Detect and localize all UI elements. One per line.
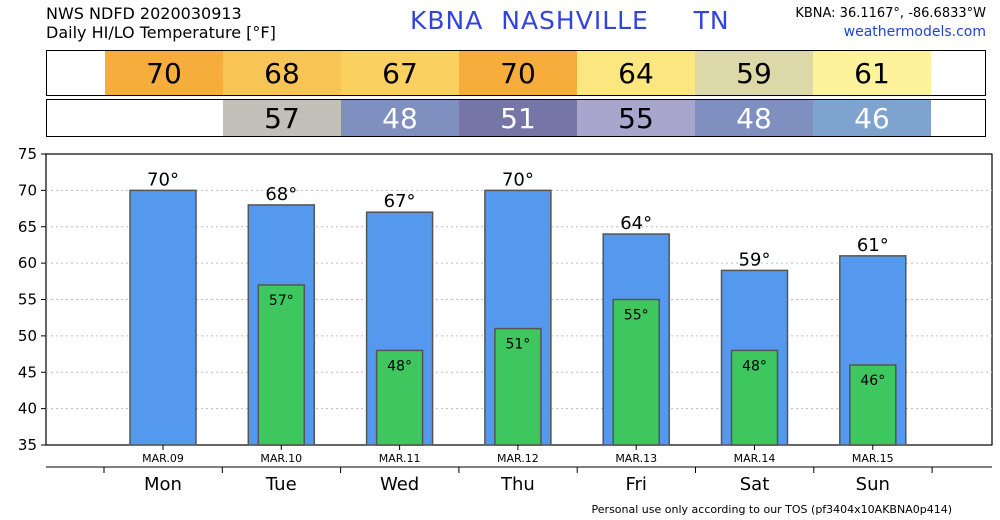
product-label: Daily HI/LO Temperature [°F] (46, 23, 276, 42)
date-label: MAR.11 (379, 452, 421, 465)
model-run-label: NWS NDFD 2020030913 (46, 4, 242, 23)
high-temp-strip: 70 68 67 70 64 59 61 (46, 50, 986, 96)
lo-temp-cell: 55 (577, 100, 695, 136)
y-tick-label: 40 (18, 400, 37, 418)
day-label: Tue (265, 474, 297, 495)
site-link[interactable]: weathermodels.com (843, 24, 986, 40)
lo-temp-cell: 48 (695, 100, 813, 136)
lo-temp-cell (105, 100, 223, 136)
date-label: MAR.12 (497, 452, 539, 465)
y-tick-label: 70 (18, 181, 37, 199)
day-label: Sun (856, 474, 890, 495)
temperature-chart: 35 40 45 50 55 60 65 70 75 70° MAR.09 Mon 68° 57° MAR.… (18, 145, 993, 495)
y-tick-label: 60 (18, 254, 37, 272)
high-bar (129, 189, 197, 446)
high-bar-label: 68° (265, 184, 297, 205)
high-bar-label: 67° (384, 191, 416, 212)
lo-temp-cell: 51 (459, 100, 577, 136)
low-bar (730, 349, 779, 446)
high-bar-label: 64° (620, 213, 652, 234)
low-bar (375, 349, 424, 446)
day-label: Sat (740, 474, 770, 495)
hi-temp-cell: 59 (695, 51, 813, 95)
date-label: MAR.14 (734, 452, 776, 465)
header-left: NWS NDFD 2020030913 Daily HI/LO Temperat… (46, 4, 276, 42)
day-label: Fri (625, 474, 646, 495)
day-label: Wed (380, 474, 419, 495)
y-tick-label: 35 (18, 436, 37, 454)
header-right: KBNA: 36.1167°, -86.6833°W weathermodels… (795, 4, 986, 42)
lo-temp-cell: 57 (223, 100, 341, 136)
date-label: MAR.10 (260, 452, 302, 465)
hi-temp-cell: 68 (223, 51, 341, 95)
low-bar-label: 55° (624, 308, 649, 324)
y-tick-label: 45 (18, 363, 37, 381)
high-bar-label: 61° (857, 235, 889, 256)
y-tick-label: 65 (18, 218, 37, 236)
date-label: MAR.15 (852, 452, 894, 465)
high-bar-label: 59° (739, 249, 771, 270)
high-bar-label: 70° (147, 169, 179, 190)
low-temp-strip: 57 48 51 55 48 46 (46, 99, 986, 137)
hi-temp-cell: 61 (813, 51, 931, 95)
day-label: Mon (144, 474, 182, 495)
y-tick-label: 75 (18, 145, 37, 163)
low-bar (849, 364, 897, 446)
footer-note: Personal use only according to our TOS (… (591, 503, 952, 516)
hi-temp-cell: 70 (459, 51, 577, 95)
station-title: KBNA NASHVILLE TN (410, 6, 730, 35)
high-bar-label: 70° (502, 169, 534, 190)
hi-temp-cell: 67 (341, 51, 459, 95)
lo-temp-cell: 48 (341, 100, 459, 136)
station-coords: KBNA: 36.1167°, -86.6833°W (795, 6, 986, 21)
day-label: Thu (500, 474, 535, 495)
low-bar-label: 51° (505, 337, 530, 353)
date-label: MAR.09 (142, 452, 184, 465)
low-bar (612, 298, 660, 446)
low-bar (257, 284, 306, 446)
y-tick-label: 55 (18, 291, 37, 309)
low-bar-label: 48° (742, 358, 767, 374)
lo-temp-cell: 46 (813, 100, 931, 136)
y-tick-label: 50 (18, 327, 37, 345)
hi-temp-cell: 64 (577, 51, 695, 95)
low-bar-label: 48° (387, 358, 412, 374)
low-bar-label: 57° (269, 293, 294, 309)
hi-temp-cell: 70 (105, 51, 223, 95)
low-bar-label: 46° (860, 373, 885, 389)
date-label: MAR.13 (615, 452, 657, 465)
